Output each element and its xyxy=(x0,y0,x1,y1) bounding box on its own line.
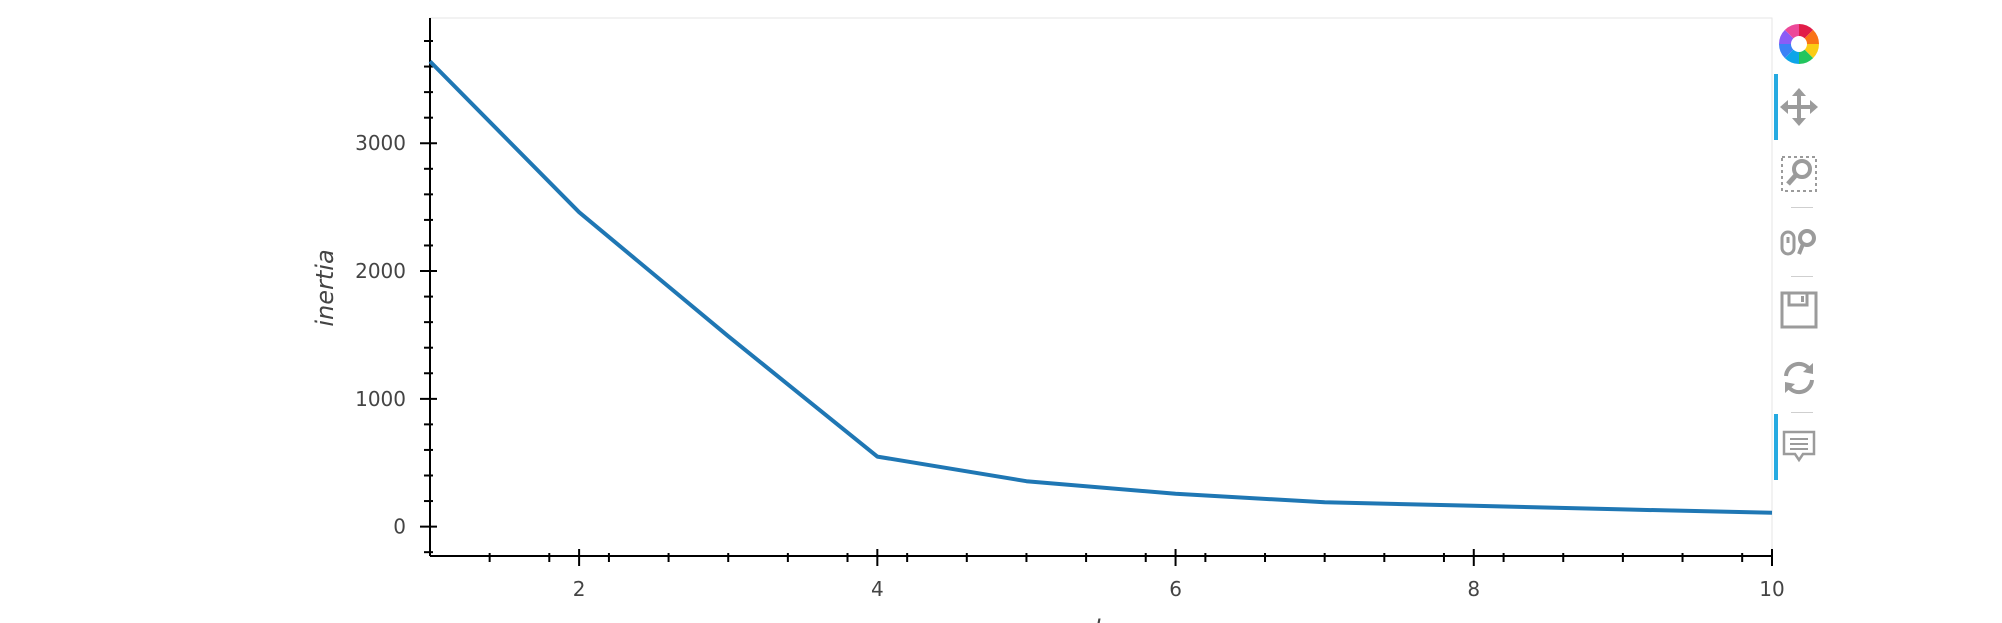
y-tick-label: 0 xyxy=(393,515,406,539)
hover-tool[interactable] xyxy=(1772,414,1826,480)
y-axis-title: inertia xyxy=(311,249,339,326)
x-axis-title: k xyxy=(1094,615,1109,623)
save-tool[interactable] xyxy=(1772,280,1826,340)
x-axis: 2 4 6 8 10 xyxy=(430,549,1785,601)
wheel-zoom-icon xyxy=(1780,229,1816,256)
reset-tool[interactable] xyxy=(1772,348,1826,408)
x-tick-label: 8 xyxy=(1467,577,1480,601)
hover-icon xyxy=(1782,430,1816,463)
y-tick-label: 1000 xyxy=(355,387,406,411)
series-layer xyxy=(428,59,1773,515)
x-tick-label: 10 xyxy=(1759,577,1784,601)
y-tick-label: 3000 xyxy=(355,131,406,155)
wheel-zoom-tool[interactable] xyxy=(1772,212,1826,272)
toolbar-separator xyxy=(1791,276,1813,277)
box-zoom-tool[interactable] xyxy=(1772,144,1826,204)
save-icon xyxy=(1780,291,1818,329)
bokeh-logo[interactable] xyxy=(1772,14,1826,74)
bokeh-logo-icon xyxy=(1779,24,1819,64)
pan-tool[interactable] xyxy=(1772,74,1826,140)
y-axis: 0 1000 2000 3000 xyxy=(355,18,437,556)
plot-area[interactable] xyxy=(429,17,1773,557)
toolbar xyxy=(1772,14,1826,484)
reset-icon xyxy=(1784,361,1814,395)
pan-icon xyxy=(1780,88,1818,126)
y-tick-label: 2000 xyxy=(355,259,406,283)
x-tick-label: 2 xyxy=(573,577,586,601)
toolbar-separator xyxy=(1791,412,1813,413)
box-zoom-icon xyxy=(1781,156,1817,192)
x-tick-label: 4 xyxy=(871,577,884,601)
series-line xyxy=(428,59,1773,515)
toolbar-separator xyxy=(1791,207,1813,208)
x-tick-label: 6 xyxy=(1169,577,1182,601)
